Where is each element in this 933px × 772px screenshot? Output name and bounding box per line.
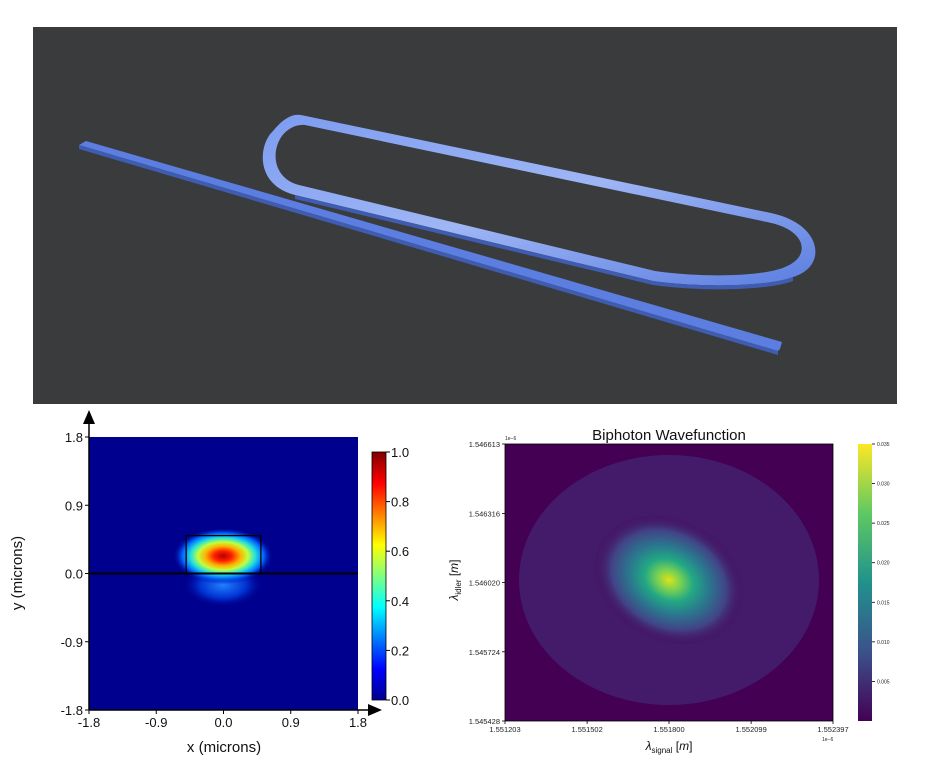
bus-waveguide: [79, 141, 782, 351]
biphoton-x-tick-label: 1.551502: [571, 725, 602, 734]
biphoton-colorbar-tick-label: 0.025: [877, 521, 890, 527]
ring-resonator-render: [33, 27, 897, 404]
biphoton-colorbar: [858, 444, 872, 721]
mode-colorbar-tick-label: 1.0: [391, 445, 409, 460]
y-axis-arrow: [83, 410, 95, 424]
biphoton-y-tick-label: 1.545724: [469, 648, 500, 657]
mode-x-axis-label: x (microns): [187, 739, 261, 756]
mode-y-tick-label: 0.0: [65, 567, 83, 582]
biphoton-plot-background: [505, 444, 833, 721]
biphoton-peak: [592, 513, 746, 647]
biphoton-colorbar-tick-label: 0.015: [877, 600, 890, 606]
mode-x-tick-label: 0.9: [282, 715, 300, 730]
biphoton-y-tick-label: 1.546613: [469, 440, 500, 449]
biphoton-title: Biphoton Wavefunction: [592, 427, 746, 444]
mode-colorbar-tick-label: 0.2: [391, 643, 409, 658]
mode-y-axis-label: y (microns): [9, 536, 26, 610]
biphoton-x-exponent: 1e−6: [822, 737, 833, 743]
biphoton-colorbar-tick-label: 0.035: [877, 442, 890, 448]
mode-colorbar: [371, 451, 387, 701]
biphoton-y-axis-label: λidler [m]: [447, 559, 463, 601]
mode-y-tick-label: -0.9: [61, 635, 83, 650]
mode-x-tick-label: 1.8: [349, 715, 367, 730]
biphoton-y-tick-label: 1.546316: [469, 509, 500, 518]
mode-x-tick-label: 0.0: [214, 715, 232, 730]
mode-colorbar-tick-label: 0.6: [391, 544, 409, 559]
mode-field-tail: [183, 563, 263, 607]
mode-plot-background: [89, 437, 358, 710]
biphoton-x-tick-label: 1.552397: [817, 725, 848, 734]
mode-x-tick-label: -0.9: [145, 715, 167, 730]
mode-colorbar-tick-label: 0.0: [391, 693, 409, 708]
mode-colorbar-tick-label: 0.8: [391, 495, 409, 510]
mode-field-spot: [173, 528, 273, 584]
biphoton-y-tick-label: 1.546020: [469, 579, 500, 588]
biphoton-x-axis-label: λsignal [m]: [645, 739, 693, 755]
biphoton-colorbar-tick-label: 0.020: [877, 561, 890, 567]
mode-y-tick-label: 1.8: [65, 430, 83, 445]
biphoton-x-tick-label: 1.552099: [735, 725, 766, 734]
ring-resonator-image: [79, 114, 816, 355]
racetrack-ring: [262, 114, 816, 286]
biphoton-colorbar-tick-label: 0.010: [877, 640, 890, 646]
biphoton-y-tick-label: 1.545428: [469, 717, 500, 726]
biphoton-colorbar-tick-label: 0.030: [877, 482, 890, 488]
biphoton-y-exponent: 1e−6: [505, 436, 516, 442]
biphoton-x-tick-label: 1.551203: [489, 725, 520, 734]
mode-y-tick-label: -1.8: [61, 703, 83, 718]
biphoton-halo: [519, 455, 819, 705]
mode-y-tick-label: 0.9: [65, 498, 83, 513]
biphoton-x-tick-label: 1.551800: [653, 725, 684, 734]
waveguide-core-outline: [185, 534, 262, 575]
biphoton-colorbar-tick-label: 0.005: [877, 679, 890, 685]
x-axis-arrow: [368, 704, 382, 716]
mode-colorbar-tick-label: 0.4: [391, 594, 409, 609]
mode-x-tick-label: -1.8: [78, 715, 100, 730]
